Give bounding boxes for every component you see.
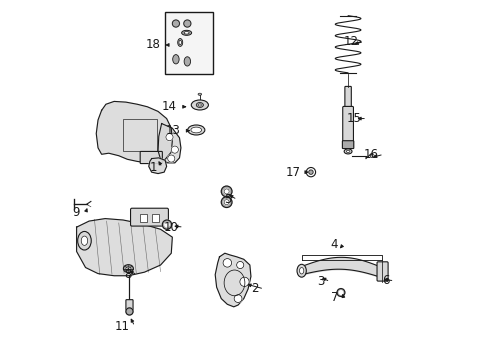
- Text: 18: 18: [145, 39, 160, 51]
- Text: 6: 6: [381, 274, 388, 287]
- Ellipse shape: [190, 127, 201, 133]
- FancyBboxPatch shape: [342, 141, 353, 149]
- Bar: [165, 12, 213, 73]
- Ellipse shape: [184, 32, 189, 34]
- FancyBboxPatch shape: [140, 152, 162, 163]
- Ellipse shape: [296, 264, 305, 277]
- Text: 7: 7: [330, 291, 337, 305]
- Ellipse shape: [198, 93, 201, 95]
- Circle shape: [171, 146, 178, 153]
- Circle shape: [224, 200, 229, 204]
- Text: 4: 4: [330, 238, 337, 251]
- Text: 12: 12: [343, 35, 358, 48]
- Text: 16: 16: [363, 148, 378, 161]
- Bar: [151, 214, 159, 222]
- Text: 3: 3: [317, 275, 324, 288]
- Circle shape: [172, 20, 179, 27]
- FancyBboxPatch shape: [344, 86, 350, 109]
- Ellipse shape: [346, 150, 349, 153]
- Circle shape: [165, 134, 173, 141]
- Bar: [140, 214, 147, 222]
- Text: 13: 13: [166, 124, 181, 137]
- Circle shape: [221, 197, 231, 207]
- Ellipse shape: [369, 154, 374, 158]
- Bar: [123, 118, 157, 151]
- Text: 15: 15: [346, 112, 361, 125]
- Polygon shape: [215, 253, 250, 307]
- Ellipse shape: [172, 55, 179, 64]
- Circle shape: [167, 155, 175, 162]
- FancyBboxPatch shape: [130, 208, 168, 226]
- Text: 11: 11: [114, 320, 129, 333]
- Circle shape: [183, 20, 190, 27]
- Ellipse shape: [181, 30, 191, 35]
- Ellipse shape: [191, 100, 208, 110]
- Circle shape: [236, 261, 244, 269]
- Circle shape: [221, 186, 231, 197]
- Ellipse shape: [125, 267, 131, 270]
- Ellipse shape: [184, 57, 190, 66]
- Text: 17: 17: [285, 166, 300, 179]
- Ellipse shape: [198, 104, 201, 106]
- Ellipse shape: [196, 103, 203, 108]
- Polygon shape: [158, 123, 181, 163]
- Text: 2: 2: [251, 283, 258, 296]
- Polygon shape: [96, 102, 172, 163]
- Text: 14: 14: [162, 100, 176, 113]
- Circle shape: [308, 170, 312, 174]
- Circle shape: [125, 308, 133, 315]
- Text: 9: 9: [73, 206, 80, 219]
- Polygon shape: [148, 158, 166, 174]
- Ellipse shape: [123, 265, 133, 273]
- Circle shape: [162, 220, 171, 229]
- Text: 5: 5: [224, 193, 231, 206]
- Ellipse shape: [177, 39, 183, 46]
- Ellipse shape: [299, 267, 303, 274]
- Circle shape: [339, 291, 342, 294]
- Circle shape: [164, 222, 169, 227]
- FancyBboxPatch shape: [376, 262, 387, 281]
- Ellipse shape: [78, 231, 91, 250]
- Ellipse shape: [81, 236, 87, 246]
- Ellipse shape: [344, 149, 351, 154]
- Circle shape: [224, 189, 229, 194]
- Text: 8: 8: [124, 268, 132, 281]
- Ellipse shape: [187, 125, 204, 135]
- Text: 1: 1: [149, 161, 157, 174]
- Circle shape: [234, 295, 242, 302]
- Polygon shape: [77, 219, 172, 276]
- FancyBboxPatch shape: [342, 107, 353, 147]
- Circle shape: [240, 277, 248, 287]
- Circle shape: [223, 258, 231, 267]
- FancyBboxPatch shape: [125, 300, 133, 310]
- Text: 10: 10: [163, 221, 178, 234]
- Ellipse shape: [179, 40, 181, 45]
- Circle shape: [336, 289, 344, 296]
